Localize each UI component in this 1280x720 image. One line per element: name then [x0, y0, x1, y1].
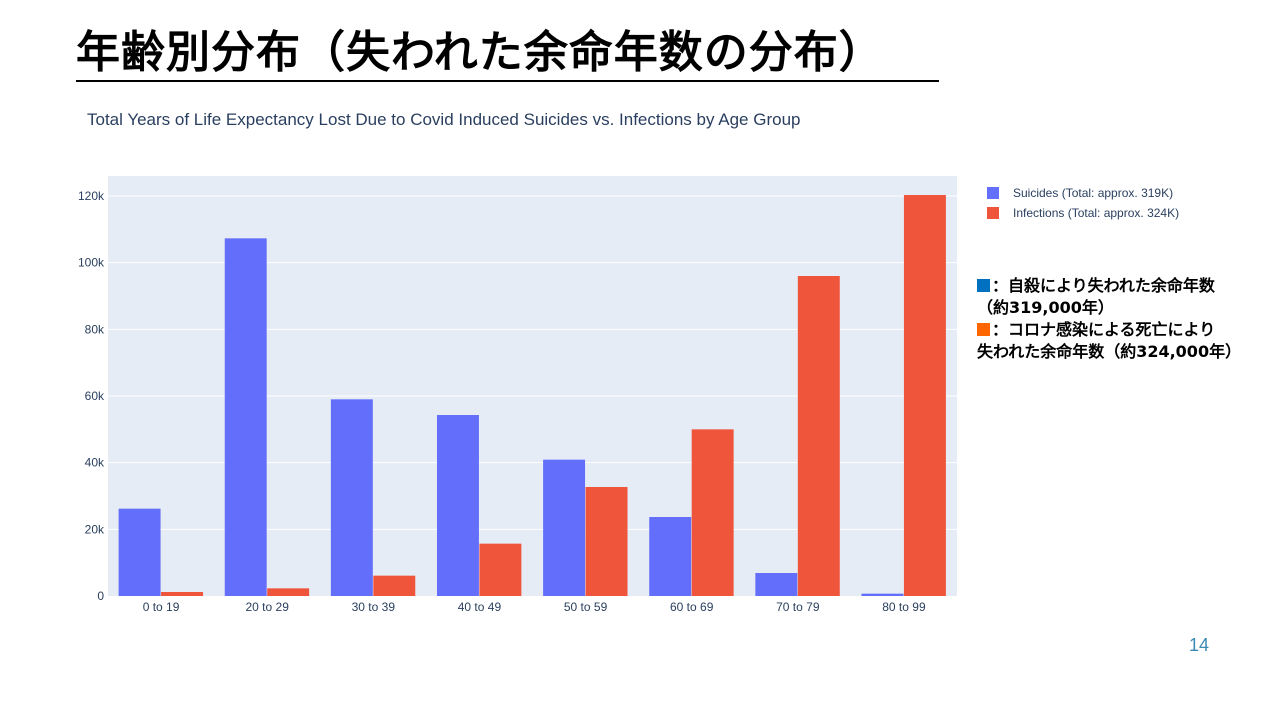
x-tick-label-3: 40 to 49 [458, 600, 502, 614]
legend-label-infections: Infections (Total: approx. 324K) [1013, 206, 1180, 220]
legend-item-infections[interactable]: Infections (Total: approx. 324K) [987, 203, 1179, 223]
bar-infections-4 [585, 487, 628, 596]
chart-title: Total Years of Life Expectancy Lost Due … [87, 110, 801, 129]
bar-suicides-3 [436, 415, 479, 596]
slide-title: 年齢別分布（失われた余命年数の分布） [76, 27, 884, 78]
bar-infections-0 [161, 592, 204, 596]
note-infection-text1: ：コロナ感染による死亡により [992, 320, 1216, 339]
note-infection-line2: 失われた余命年数（約324,000年） [977, 342, 1242, 361]
bar-suicides-6 [755, 573, 798, 596]
title-underline [76, 80, 939, 82]
bar-infections-7 [903, 195, 946, 596]
y-tick-label-1: 20k [85, 522, 105, 536]
x-tick-label-2: 30 to 39 [352, 600, 396, 614]
x-tick-label-6: 70 to 79 [776, 600, 820, 614]
x-tick-label-7: 80 to 99 [882, 600, 926, 614]
y-tick-label-3: 60k [85, 389, 105, 403]
legend-swatch-suicides [987, 187, 999, 199]
annotation-note: ：自殺により失われた余命年数 （約319,000年） ：コロナ感染による死亡によ… [977, 275, 1272, 363]
x-tick-label-5: 60 to 69 [670, 600, 714, 614]
note-suicide-line2: （約319,000年） [977, 298, 1114, 317]
bar-suicides-2 [330, 399, 373, 596]
page-number: 14 [1189, 635, 1210, 655]
x-tick-label-0: 0 to 19 [143, 600, 180, 614]
bar-suicides-7 [861, 593, 904, 596]
note-suicide-line1: ：自殺により失われた余命年数 [977, 275, 1272, 297]
bar-infections-5 [691, 429, 734, 596]
y-tick-label-6: 120k [78, 189, 105, 203]
bar-infections-3 [479, 543, 522, 596]
note-infection-swatch [977, 323, 990, 336]
bar-infections-2 [373, 575, 416, 596]
note-suicide-text1: ：自殺により失われた余命年数 [992, 276, 1215, 295]
x-tick-label-1: 20 to 29 [246, 600, 290, 614]
legend-item-suicides[interactable]: Suicides (Total: approx. 319K) [987, 183, 1179, 203]
note-infection-line1: ：コロナ感染による死亡により [977, 319, 1272, 341]
bar-infections-1 [267, 588, 310, 596]
legend-swatch-infections [987, 207, 999, 219]
y-tick-label-5: 100k [78, 256, 105, 270]
y-tick-label-0: 0 [97, 589, 104, 603]
bar-suicides-5 [649, 517, 692, 596]
chart-legend: Suicides (Total: approx. 319K) Infection… [987, 183, 1179, 223]
legend-label-suicides: Suicides (Total: approx. 319K) [1013, 186, 1174, 200]
bar-infections-6 [797, 276, 840, 596]
note-suicide-swatch [977, 279, 990, 292]
y-tick-label-4: 80k [85, 322, 105, 336]
bar-suicides-4 [543, 459, 586, 596]
bar-suicides-1 [224, 238, 267, 597]
bar-suicides-0 [118, 508, 161, 596]
y-tick-label-2: 40k [85, 456, 105, 470]
x-tick-label-4: 50 to 59 [564, 600, 608, 614]
